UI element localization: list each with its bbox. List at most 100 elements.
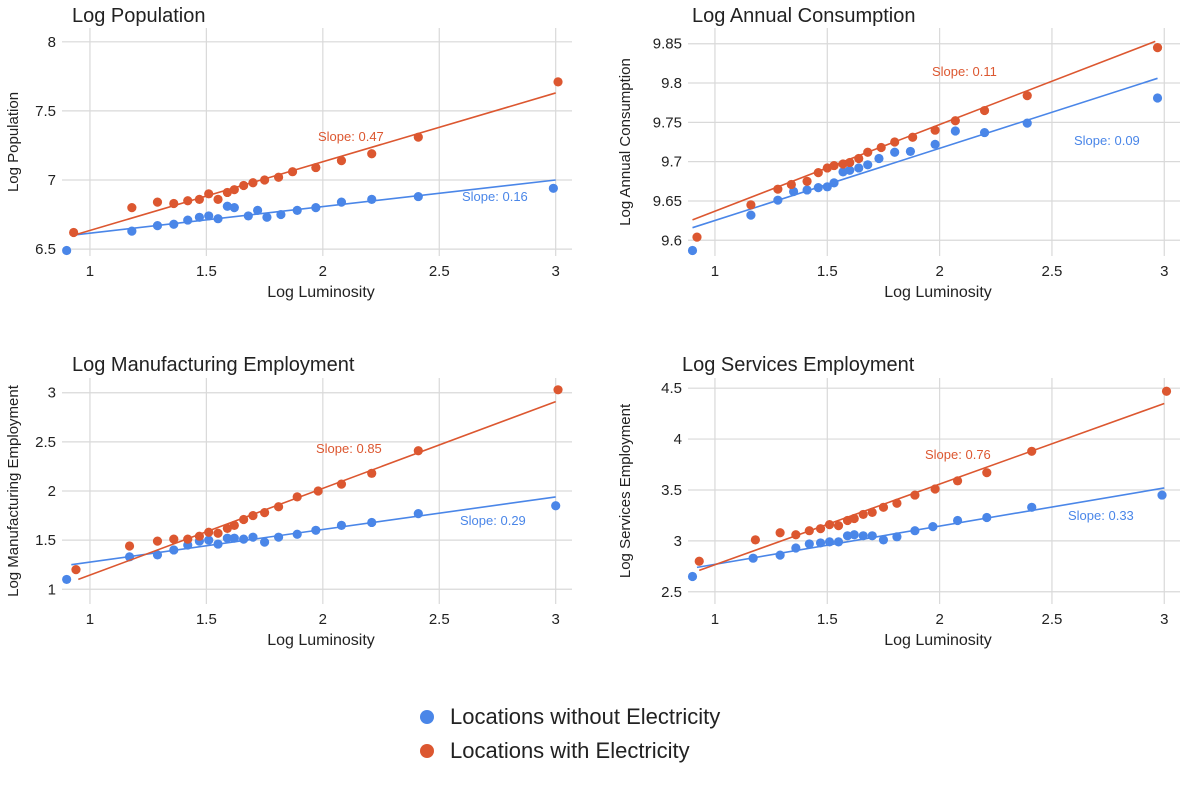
data-point-without-electricity	[905, 146, 916, 157]
y-tick-label: 9.7	[661, 154, 682, 171]
data-point-without-electricity	[1022, 118, 1032, 128]
y-tick-label: 3	[674, 533, 682, 550]
data-point-with-electricity	[248, 178, 258, 188]
y-tick-label: 9.85	[653, 36, 682, 53]
data-point-without-electricity	[413, 191, 423, 202]
data-point-without-electricity	[194, 212, 204, 222]
data-point-without-electricity	[892, 532, 902, 542]
y-tick-label: 2	[48, 483, 56, 500]
data-point-without-electricity	[62, 574, 72, 585]
data-point-with-electricity	[553, 385, 563, 395]
data-point-with-electricity	[802, 176, 812, 186]
x-tick-label: 2	[319, 263, 327, 280]
data-point-with-electricity	[152, 197, 163, 207]
slope-label-with-electricity: Slope: 0.11	[932, 64, 997, 79]
data-point-without-electricity	[222, 201, 232, 211]
data-point-without-electricity	[854, 163, 864, 173]
x-tick-label: 1.5	[817, 263, 838, 280]
data-point-without-electricity	[311, 525, 321, 535]
x-tick-label: 1	[86, 611, 94, 628]
data-point-without-electricity	[775, 550, 785, 560]
data-point-with-electricity	[292, 492, 302, 502]
y-axis-label: Log Annual Consumption	[617, 58, 634, 226]
data-point-with-electricity	[930, 484, 940, 494]
data-point-with-electricity	[127, 203, 137, 213]
legend-item-without-electricity[interactable]: Locations without Electricity	[420, 700, 840, 734]
data-point-without-electricity	[890, 147, 900, 157]
data-point-with-electricity	[791, 530, 801, 540]
x-tick-label: 2	[935, 263, 943, 280]
y-tick-label: 9.75	[653, 114, 682, 131]
data-point-without-electricity	[982, 512, 992, 523]
data-point-without-electricity	[1152, 93, 1163, 103]
data-point-with-electricity	[910, 490, 920, 500]
x-axis-label: Log Luminosity	[884, 632, 992, 649]
legend: Locations without Electricity Locations …	[420, 700, 840, 768]
data-point-with-electricity	[858, 509, 868, 520]
data-point-without-electricity	[858, 531, 868, 541]
data-point-without-electricity	[863, 160, 873, 170]
data-point-without-electricity	[822, 182, 832, 192]
y-tick-label: 7.5	[35, 103, 56, 120]
data-point-with-electricity	[849, 513, 859, 524]
data-point-with-electricity	[863, 147, 873, 157]
data-point-with-electricity	[152, 536, 163, 546]
data-point-with-electricity	[204, 527, 214, 537]
data-point-with-electricity	[867, 507, 877, 517]
x-tick-label: 2.5	[1042, 263, 1063, 280]
data-point-with-electricity	[194, 531, 204, 541]
slope-label-without-electricity: Slope: 0.29	[460, 513, 526, 528]
data-point-without-electricity	[248, 532, 258, 542]
data-point-without-electricity	[311, 203, 321, 213]
data-point-without-electricity	[687, 571, 698, 582]
data-point-with-electricity	[367, 468, 377, 478]
data-point-without-electricity	[829, 178, 839, 188]
y-tick-label: 2.5	[661, 584, 682, 601]
data-point-with-electricity	[194, 194, 204, 204]
data-point-with-electricity	[169, 534, 179, 544]
y-tick-label: 6.5	[35, 241, 56, 258]
data-point-without-electricity	[802, 185, 812, 195]
data-point-without-electricity	[243, 211, 253, 221]
data-point-with-electricity	[952, 476, 963, 486]
x-axis-label: Log Luminosity	[267, 632, 375, 649]
data-point-without-electricity	[804, 539, 814, 549]
data-point-with-electricity	[413, 446, 423, 456]
data-point-with-electricity	[1161, 386, 1172, 396]
y-tick-label: 4.5	[661, 380, 682, 397]
data-point-without-electricity	[367, 194, 377, 204]
data-point-with-electricity	[311, 162, 321, 173]
data-point-with-electricity	[1022, 91, 1032, 101]
data-point-with-electricity	[222, 523, 232, 533]
data-point-with-electricity	[694, 556, 704, 566]
legend-label-with-electricity: Locations with Electricity	[450, 738, 690, 763]
data-point-with-electricity	[169, 198, 179, 209]
legend-dot-without-electricity	[420, 710, 434, 724]
chart-title: Log Population	[72, 5, 205, 27]
legend-label-without-electricity: Locations without Electricity	[450, 704, 721, 729]
x-tick-label: 1.5	[817, 611, 838, 628]
data-point-without-electricity	[813, 183, 823, 193]
slope-label-with-electricity: Slope: 0.85	[316, 441, 382, 456]
data-point-with-electricity	[336, 156, 347, 166]
data-point-without-electricity	[548, 183, 558, 193]
data-point-without-electricity	[336, 520, 347, 530]
x-tick-label: 2.5	[429, 263, 450, 280]
data-point-without-electricity	[930, 139, 940, 149]
x-tick-label: 2.5	[429, 611, 450, 628]
data-point-with-electricity	[69, 227, 79, 238]
legend-item-with-electricity[interactable]: Locations with Electricity	[420, 734, 840, 768]
data-point-without-electricity	[169, 545, 179, 555]
data-point-without-electricity	[878, 535, 889, 545]
data-point-with-electricity	[222, 187, 232, 198]
data-point-without-electricity	[276, 209, 286, 220]
data-point-without-electricity	[910, 526, 920, 536]
data-point-without-electricity	[952, 515, 963, 526]
data-point-without-electricity	[979, 127, 990, 138]
data-point-with-electricity	[833, 521, 844, 531]
data-point-without-electricity	[1157, 490, 1167, 500]
charts-grid: 1 1.5 2 2.5 3 6.5 7 7.5 8 Log Population Log Lumin…	[5, 5, 1180, 649]
data-point-without-electricity	[213, 214, 223, 224]
data-point-without-electricity	[222, 533, 232, 543]
